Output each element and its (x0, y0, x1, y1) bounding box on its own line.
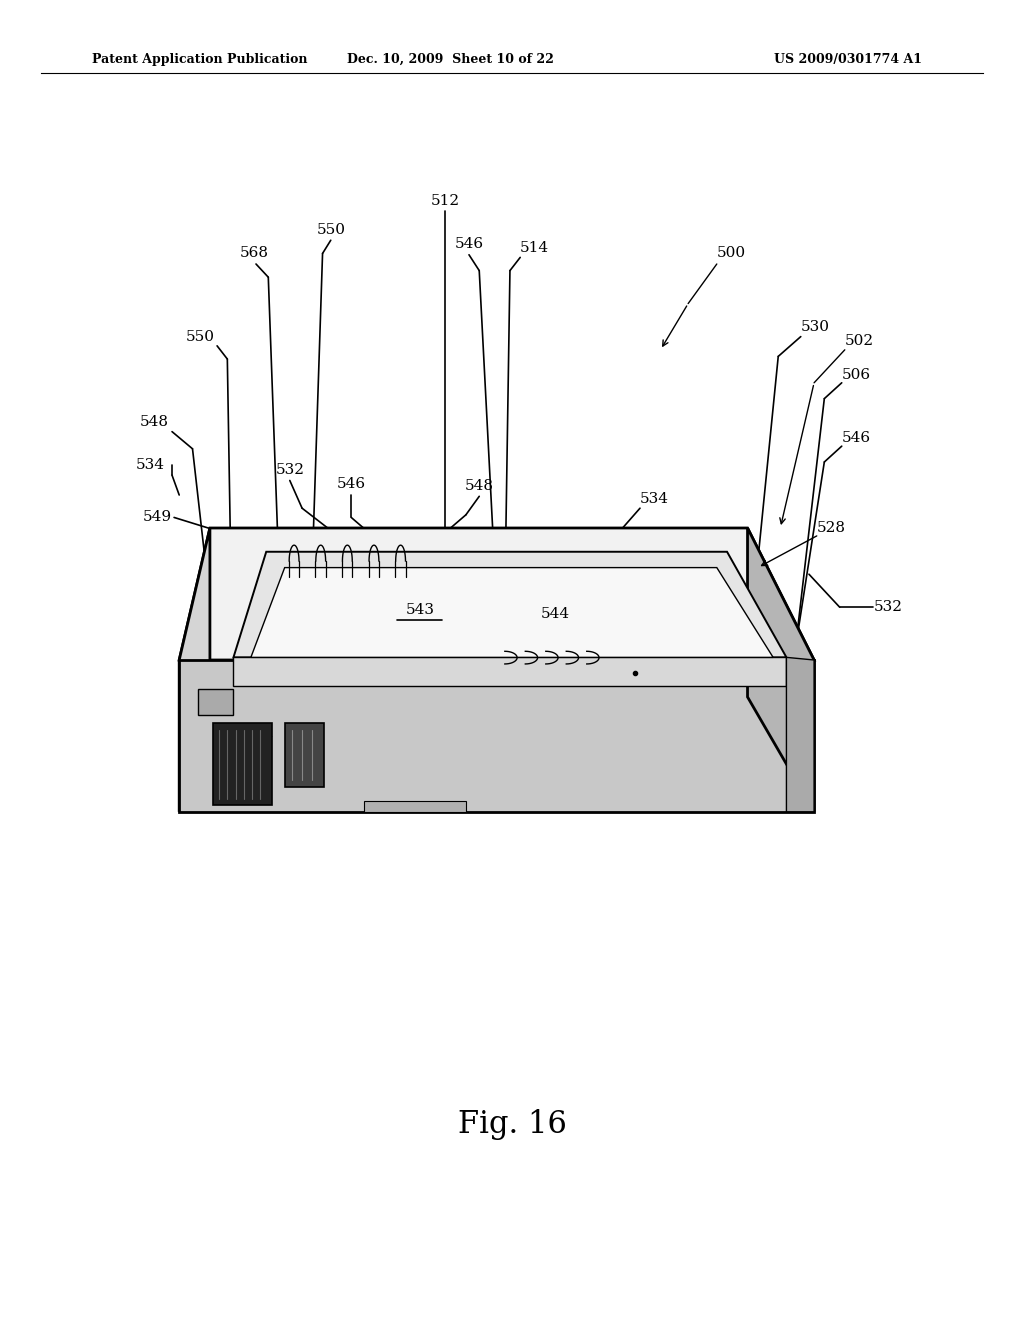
Text: 548: 548 (140, 416, 169, 429)
Polygon shape (179, 660, 814, 812)
Polygon shape (285, 723, 324, 787)
Text: 514: 514 (520, 242, 549, 255)
Text: 532: 532 (873, 601, 902, 614)
Text: 543: 543 (406, 603, 434, 616)
Text: 549: 549 (143, 511, 172, 524)
Polygon shape (198, 689, 233, 715)
Text: 512: 512 (431, 194, 460, 207)
Text: 546: 546 (842, 432, 870, 445)
Text: 534: 534 (136, 458, 165, 471)
Polygon shape (233, 657, 786, 686)
Text: 548: 548 (465, 479, 494, 492)
Polygon shape (179, 528, 210, 812)
Text: 530: 530 (801, 321, 829, 334)
Polygon shape (233, 552, 786, 657)
Text: 528: 528 (817, 521, 846, 535)
Text: 544: 544 (541, 607, 569, 620)
Text: 546: 546 (337, 478, 366, 491)
Polygon shape (251, 568, 773, 657)
Text: 506: 506 (842, 368, 870, 381)
Text: 534: 534 (640, 492, 669, 506)
Text: US 2009/0301774 A1: US 2009/0301774 A1 (773, 53, 922, 66)
Polygon shape (364, 801, 466, 812)
Text: 550: 550 (186, 330, 215, 343)
Text: Fig. 16: Fig. 16 (458, 1109, 566, 1140)
Polygon shape (213, 723, 272, 805)
Text: 568: 568 (240, 247, 268, 260)
Text: 500: 500 (717, 247, 745, 260)
Polygon shape (179, 528, 814, 660)
Text: 550: 550 (316, 223, 345, 236)
Text: 546: 546 (455, 238, 483, 251)
Text: 532: 532 (275, 463, 304, 477)
Text: Dec. 10, 2009  Sheet 10 of 22: Dec. 10, 2009 Sheet 10 of 22 (347, 53, 554, 66)
Polygon shape (748, 528, 814, 812)
Text: Patent Application Publication: Patent Application Publication (92, 53, 307, 66)
Text: 502: 502 (845, 334, 873, 347)
Polygon shape (786, 657, 814, 812)
